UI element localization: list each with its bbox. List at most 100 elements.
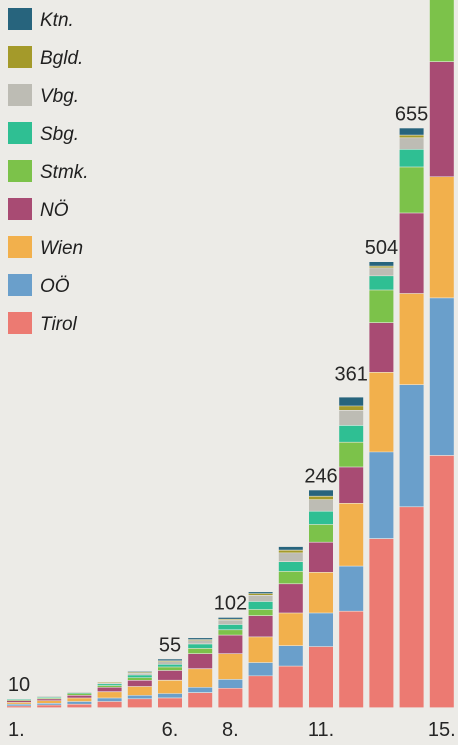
bar-segment-wien-1 bbox=[7, 702, 31, 704]
bar-segment-tirol-4 bbox=[97, 701, 122, 708]
bar-segment-vbg-11 bbox=[309, 500, 333, 511]
bar-segment-ooe-8 bbox=[218, 679, 243, 688]
bar-segment-sbg-13 bbox=[369, 276, 394, 290]
bar-8 bbox=[218, 617, 243, 708]
bar-segment-ktn-14 bbox=[399, 128, 424, 135]
bar-segment-stmk-13 bbox=[369, 290, 394, 323]
bar-segment-ooe-2 bbox=[37, 703, 62, 705]
bar-segment-wien-9 bbox=[248, 637, 273, 663]
bar-10 bbox=[278, 546, 303, 708]
bar-segment-wien-14 bbox=[399, 293, 424, 385]
legend-label-sbg: Sbg. bbox=[40, 124, 79, 145]
bar-segment-sbg-7 bbox=[188, 644, 213, 649]
legend-label-tirol: Tirol bbox=[40, 314, 78, 335]
bar-segment-noe-13 bbox=[369, 323, 394, 372]
bar-segment-stmk-6 bbox=[158, 667, 182, 671]
bar-segment-ktn-9 bbox=[248, 592, 273, 594]
bar-segment-noe-11 bbox=[309, 542, 333, 572]
legend-item-vbg: Vbg. bbox=[8, 84, 79, 107]
bar-segment-wien-2 bbox=[37, 700, 62, 703]
x-tick-label-1: 1. bbox=[8, 719, 25, 741]
bar-segment-tirol-12 bbox=[339, 611, 364, 708]
value-label-246: 246 bbox=[304, 465, 337, 487]
bar-segment-stmk-8 bbox=[218, 630, 243, 635]
bar-segment-stmk-3 bbox=[67, 693, 92, 695]
bar-1 bbox=[7, 699, 31, 708]
bar-segment-ktn-11 bbox=[309, 490, 333, 496]
legend-swatch-bgld bbox=[8, 46, 32, 68]
bar-15 bbox=[429, 0, 454, 708]
bar-segment-ooe-1 bbox=[7, 704, 31, 706]
bar-segment-tirol-9 bbox=[248, 676, 273, 708]
bar-segment-wien-3 bbox=[67, 698, 92, 702]
bar-6 bbox=[158, 659, 182, 708]
legend-swatch-stmk bbox=[8, 160, 32, 182]
value-label-10: 10 bbox=[8, 674, 30, 696]
bar-segment-bgld-12 bbox=[339, 406, 364, 410]
bar-segment-ktn-13 bbox=[369, 262, 394, 266]
bar-5 bbox=[127, 671, 152, 708]
bar-segment-tirol-15 bbox=[429, 455, 454, 708]
value-label-361: 361 bbox=[335, 364, 368, 386]
value-label-655: 655 bbox=[395, 103, 428, 125]
bar-segment-sbg-9 bbox=[248, 601, 273, 610]
bar-segment-bgld-10 bbox=[278, 550, 303, 553]
bar-segment-ooe-11 bbox=[309, 613, 333, 647]
bar-segment-noe-10 bbox=[278, 584, 303, 613]
legend-label-stmk: Stmk. bbox=[40, 162, 89, 183]
legend-item-ooe: OÖ bbox=[8, 274, 70, 297]
bar-segment-tirol-11 bbox=[309, 646, 333, 708]
legend-swatch-vbg bbox=[8, 84, 32, 106]
bar-segment-tirol-8 bbox=[218, 688, 243, 708]
bar-segment-tirol-13 bbox=[369, 539, 394, 708]
bar-segment-wien-6 bbox=[158, 680, 182, 694]
legend-label-ooe: OÖ bbox=[40, 276, 70, 297]
bar-segment-wien-10 bbox=[278, 613, 303, 646]
bar-segment-sbg-11 bbox=[309, 511, 333, 525]
bar-segment-ooe-10 bbox=[278, 646, 303, 666]
bar-segment-vbg-13 bbox=[369, 268, 394, 276]
bar-segment-wien-7 bbox=[188, 669, 213, 688]
legend-item-tirol: Tirol bbox=[8, 312, 78, 335]
bar-segment-wien-4 bbox=[97, 692, 122, 698]
bar-14 bbox=[399, 128, 424, 708]
bar-11 bbox=[309, 490, 333, 708]
bar-segment-vbg-9 bbox=[248, 595, 273, 602]
bar-segment-wien-12 bbox=[339, 503, 364, 566]
bar-segment-stmk-11 bbox=[309, 524, 333, 542]
legend-item-stmk: Stmk. bbox=[8, 160, 89, 183]
value-label-102: 102 bbox=[214, 593, 247, 615]
bar-segment-noe-8 bbox=[218, 635, 243, 654]
bar-7 bbox=[188, 638, 213, 708]
bar-segment-noe-14 bbox=[399, 213, 424, 294]
bar-12 bbox=[339, 397, 364, 708]
bar-segment-tirol-3 bbox=[67, 704, 92, 708]
bar-4 bbox=[97, 682, 122, 708]
bar-segment-vbg-6 bbox=[158, 662, 182, 665]
bar-segment-tirol-7 bbox=[188, 693, 213, 708]
bar-segment-wien-8 bbox=[218, 654, 243, 680]
bar-segment-sbg-12 bbox=[339, 425, 364, 442]
bar-segment-sbg-10 bbox=[278, 562, 303, 572]
bar-segment-ktn-12 bbox=[339, 397, 364, 406]
bar-segment-stmk-15 bbox=[429, 0, 454, 62]
bar-segment-vbg-10 bbox=[278, 553, 303, 562]
bar-segment-noe-1 bbox=[7, 700, 31, 703]
legend-label-ktn: Ktn. bbox=[40, 10, 74, 31]
legend-swatch-ooe bbox=[8, 274, 32, 296]
bar-segment-stmk-14 bbox=[399, 167, 424, 213]
legend-label-wien: Wien bbox=[40, 238, 83, 259]
bar-segment-stmk-10 bbox=[278, 571, 303, 584]
bar-segment-ooe-13 bbox=[369, 452, 394, 539]
bar-segment-vbg-14 bbox=[399, 138, 424, 149]
bar-2 bbox=[37, 696, 62, 708]
bar-segment-ooe-12 bbox=[339, 566, 364, 611]
x-tick-label-11: 11. bbox=[308, 719, 334, 741]
bar-segment-vbg-5 bbox=[127, 673, 152, 675]
value-labels-group: 10 55 102 246 361 504 655 bbox=[8, 103, 428, 696]
legend-item-bgld: Bgld. bbox=[8, 46, 83, 69]
bar-segment-sbg-4 bbox=[97, 684, 122, 686]
value-label-504: 504 bbox=[365, 237, 398, 259]
x-tick-label-15: 15. bbox=[428, 719, 456, 741]
bar-segment-ktn-6 bbox=[158, 659, 182, 661]
